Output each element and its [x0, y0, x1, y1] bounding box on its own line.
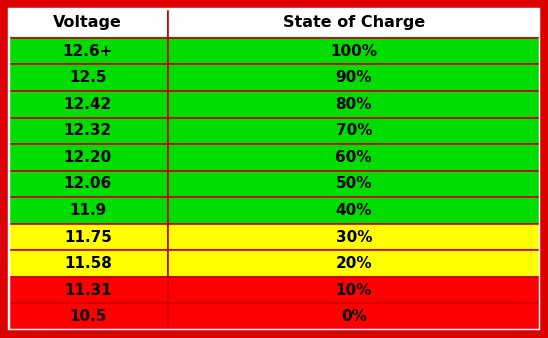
- Bar: [168, 118, 540, 144]
- Text: 12.20: 12.20: [64, 150, 112, 165]
- Bar: [8, 224, 168, 250]
- Text: 12.42: 12.42: [64, 97, 112, 112]
- Text: State of Charge: State of Charge: [283, 16, 425, 30]
- Bar: [168, 8, 540, 38]
- Text: 12.06: 12.06: [64, 176, 112, 191]
- Text: 50%: 50%: [335, 176, 372, 191]
- Bar: [168, 65, 540, 91]
- Text: 12.5: 12.5: [69, 70, 106, 85]
- Text: 11.9: 11.9: [69, 203, 106, 218]
- Text: 20%: 20%: [335, 256, 372, 271]
- Bar: [8, 8, 168, 38]
- Bar: [168, 304, 540, 330]
- Text: 11.75: 11.75: [64, 230, 112, 245]
- Text: 11.31: 11.31: [64, 283, 112, 298]
- Bar: [168, 38, 540, 65]
- Text: 30%: 30%: [335, 230, 372, 245]
- Bar: [8, 65, 168, 91]
- Text: 12.6+: 12.6+: [62, 44, 113, 59]
- Bar: [8, 304, 168, 330]
- Bar: [168, 250, 540, 277]
- Bar: [168, 91, 540, 118]
- Text: 11.58: 11.58: [64, 256, 112, 271]
- Text: 70%: 70%: [335, 123, 372, 138]
- Text: 90%: 90%: [335, 70, 372, 85]
- Bar: [8, 38, 168, 65]
- Bar: [168, 197, 540, 224]
- Text: Voltage: Voltage: [53, 16, 122, 30]
- Bar: [8, 144, 168, 171]
- Bar: [8, 197, 168, 224]
- Text: 80%: 80%: [335, 97, 372, 112]
- Bar: [168, 224, 540, 250]
- Bar: [8, 277, 168, 304]
- Text: 40%: 40%: [335, 203, 372, 218]
- Text: 12.32: 12.32: [64, 123, 112, 138]
- Bar: [168, 171, 540, 197]
- Text: 0%: 0%: [341, 309, 367, 324]
- Bar: [8, 91, 168, 118]
- Text: 100%: 100%: [330, 44, 378, 59]
- Bar: [168, 144, 540, 171]
- Text: 10%: 10%: [335, 283, 372, 298]
- Bar: [8, 118, 168, 144]
- Bar: [8, 250, 168, 277]
- Bar: [8, 171, 168, 197]
- Text: 10.5: 10.5: [69, 309, 106, 324]
- Text: 60%: 60%: [335, 150, 372, 165]
- Bar: [168, 277, 540, 304]
